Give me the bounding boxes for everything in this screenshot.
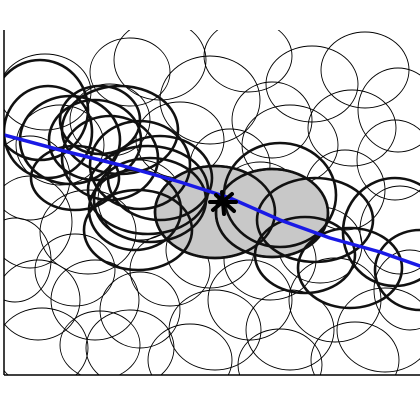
- background-circle: [4, 217, 52, 303]
- background-circle: [50, 259, 140, 341]
- background-circle: [15, 104, 105, 186]
- selected-circle: [255, 176, 375, 264]
- point-marker: [208, 190, 238, 216]
- background-circle: [4, 135, 71, 221]
- background-circle: [373, 249, 420, 331]
- background-circle: [231, 81, 313, 159]
- plot-area: [4, 30, 420, 375]
- selected-circle: [373, 228, 420, 312]
- selected-circle: [341, 176, 420, 288]
- selected-circle: [92, 156, 208, 244]
- background-circle: [310, 321, 400, 375]
- selected-circle: [153, 164, 277, 260]
- background-circle: [237, 328, 323, 375]
- background-circle: [147, 323, 233, 375]
- background-circle: [356, 119, 420, 201]
- background-circle: [159, 55, 261, 145]
- background-circle: [89, 37, 171, 107]
- background-circle: [336, 287, 420, 373]
- background-circles-layer: [4, 30, 420, 375]
- background-circle: [4, 307, 89, 375]
- background-circle: [307, 89, 397, 167]
- selected-circle: [29, 144, 121, 212]
- background-circle: [59, 310, 141, 375]
- background-circle: [359, 185, 420, 275]
- background-circle: [168, 289, 262, 371]
- selected-circle: [214, 167, 330, 259]
- selected-circle: [82, 188, 194, 272]
- background-circle: [245, 289, 335, 371]
- background-circle: [4, 259, 81, 341]
- selected-circle: [58, 84, 142, 156]
- selected-circles-layer: [4, 58, 420, 312]
- background-circle: [34, 233, 116, 307]
- background-circle: [357, 67, 420, 153]
- selected-circle: [4, 84, 94, 180]
- selected-circle: [296, 226, 404, 310]
- background-circle: [320, 31, 410, 109]
- point-marker-layer: [208, 190, 238, 216]
- selected-circle: [253, 215, 357, 295]
